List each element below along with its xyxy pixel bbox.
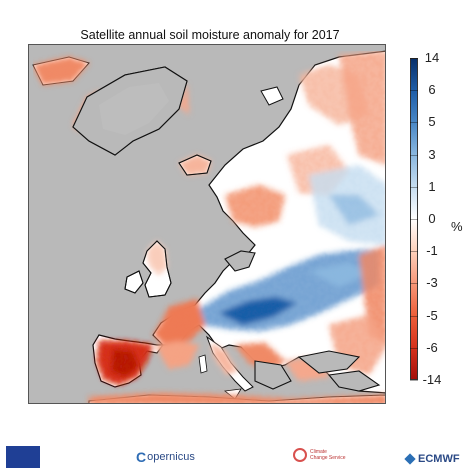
colorbar-tick-label: -14 (422, 372, 442, 387)
map-title: Satellite annual soil moisture anomaly f… (80, 28, 340, 42)
colorbar-tick-label: -3 (426, 275, 438, 291)
coastlines (72, 66, 381, 392)
copernicus-logo: C opernicus (136, 449, 195, 465)
colorbar-tick-label: 0 (428, 211, 436, 226)
c3s-line1: Climate (310, 449, 327, 455)
ecmwf-logo: ECMWF (404, 453, 460, 465)
copernicus-c-icon: C (136, 449, 147, 465)
ecmwf-mark-icon (404, 453, 416, 465)
colorbar-tick-mark (410, 380, 418, 381)
colorbar-tick-mark (410, 122, 418, 124)
colorbar-tick-mark (410, 219, 418, 220)
copernicus-text: opernicus (147, 451, 195, 463)
colorbar-tick-label: 1 (428, 178, 436, 194)
eu-flag-logo (6, 446, 40, 468)
colorbar-tick-label: -6 (426, 339, 438, 355)
colorbar-tick-label: 6 (428, 82, 436, 98)
colorbar-tick-mark (410, 90, 418, 92)
colorbar-tick-mark (410, 315, 418, 317)
colorbar-tick-mark (410, 283, 418, 285)
c3s-logo: Climate Change Service (293, 448, 346, 462)
footer-logos: C opernicus Climate Change Service ECMWF (0, 444, 474, 474)
colorbar-tick-label: -5 (426, 307, 438, 323)
soil-moisture-map (32, 50, 385, 403)
ecmwf-text: ECMWF (418, 453, 460, 465)
colorbar-tick-mark (410, 251, 418, 253)
colorbar (410, 58, 418, 380)
colorbar-tick-mark (410, 154, 418, 156)
colorbar-tick-mark (410, 347, 418, 349)
colorbar-tick-label: 5 (428, 114, 436, 130)
c3s-ring-icon (293, 448, 307, 462)
map-panel[interactable] (28, 44, 386, 404)
colorbar-tick-label: 3 (428, 146, 436, 162)
c3s-line2: Change Service (310, 455, 346, 461)
colorbar-tick-mark (410, 186, 418, 188)
svalbard (260, 86, 284, 106)
colorbar-tick-label: 14 (424, 50, 440, 65)
colorbar-tick-label: -1 (426, 243, 438, 259)
unit-label: % (451, 219, 463, 234)
colorbar-tick-mark (410, 58, 418, 59)
